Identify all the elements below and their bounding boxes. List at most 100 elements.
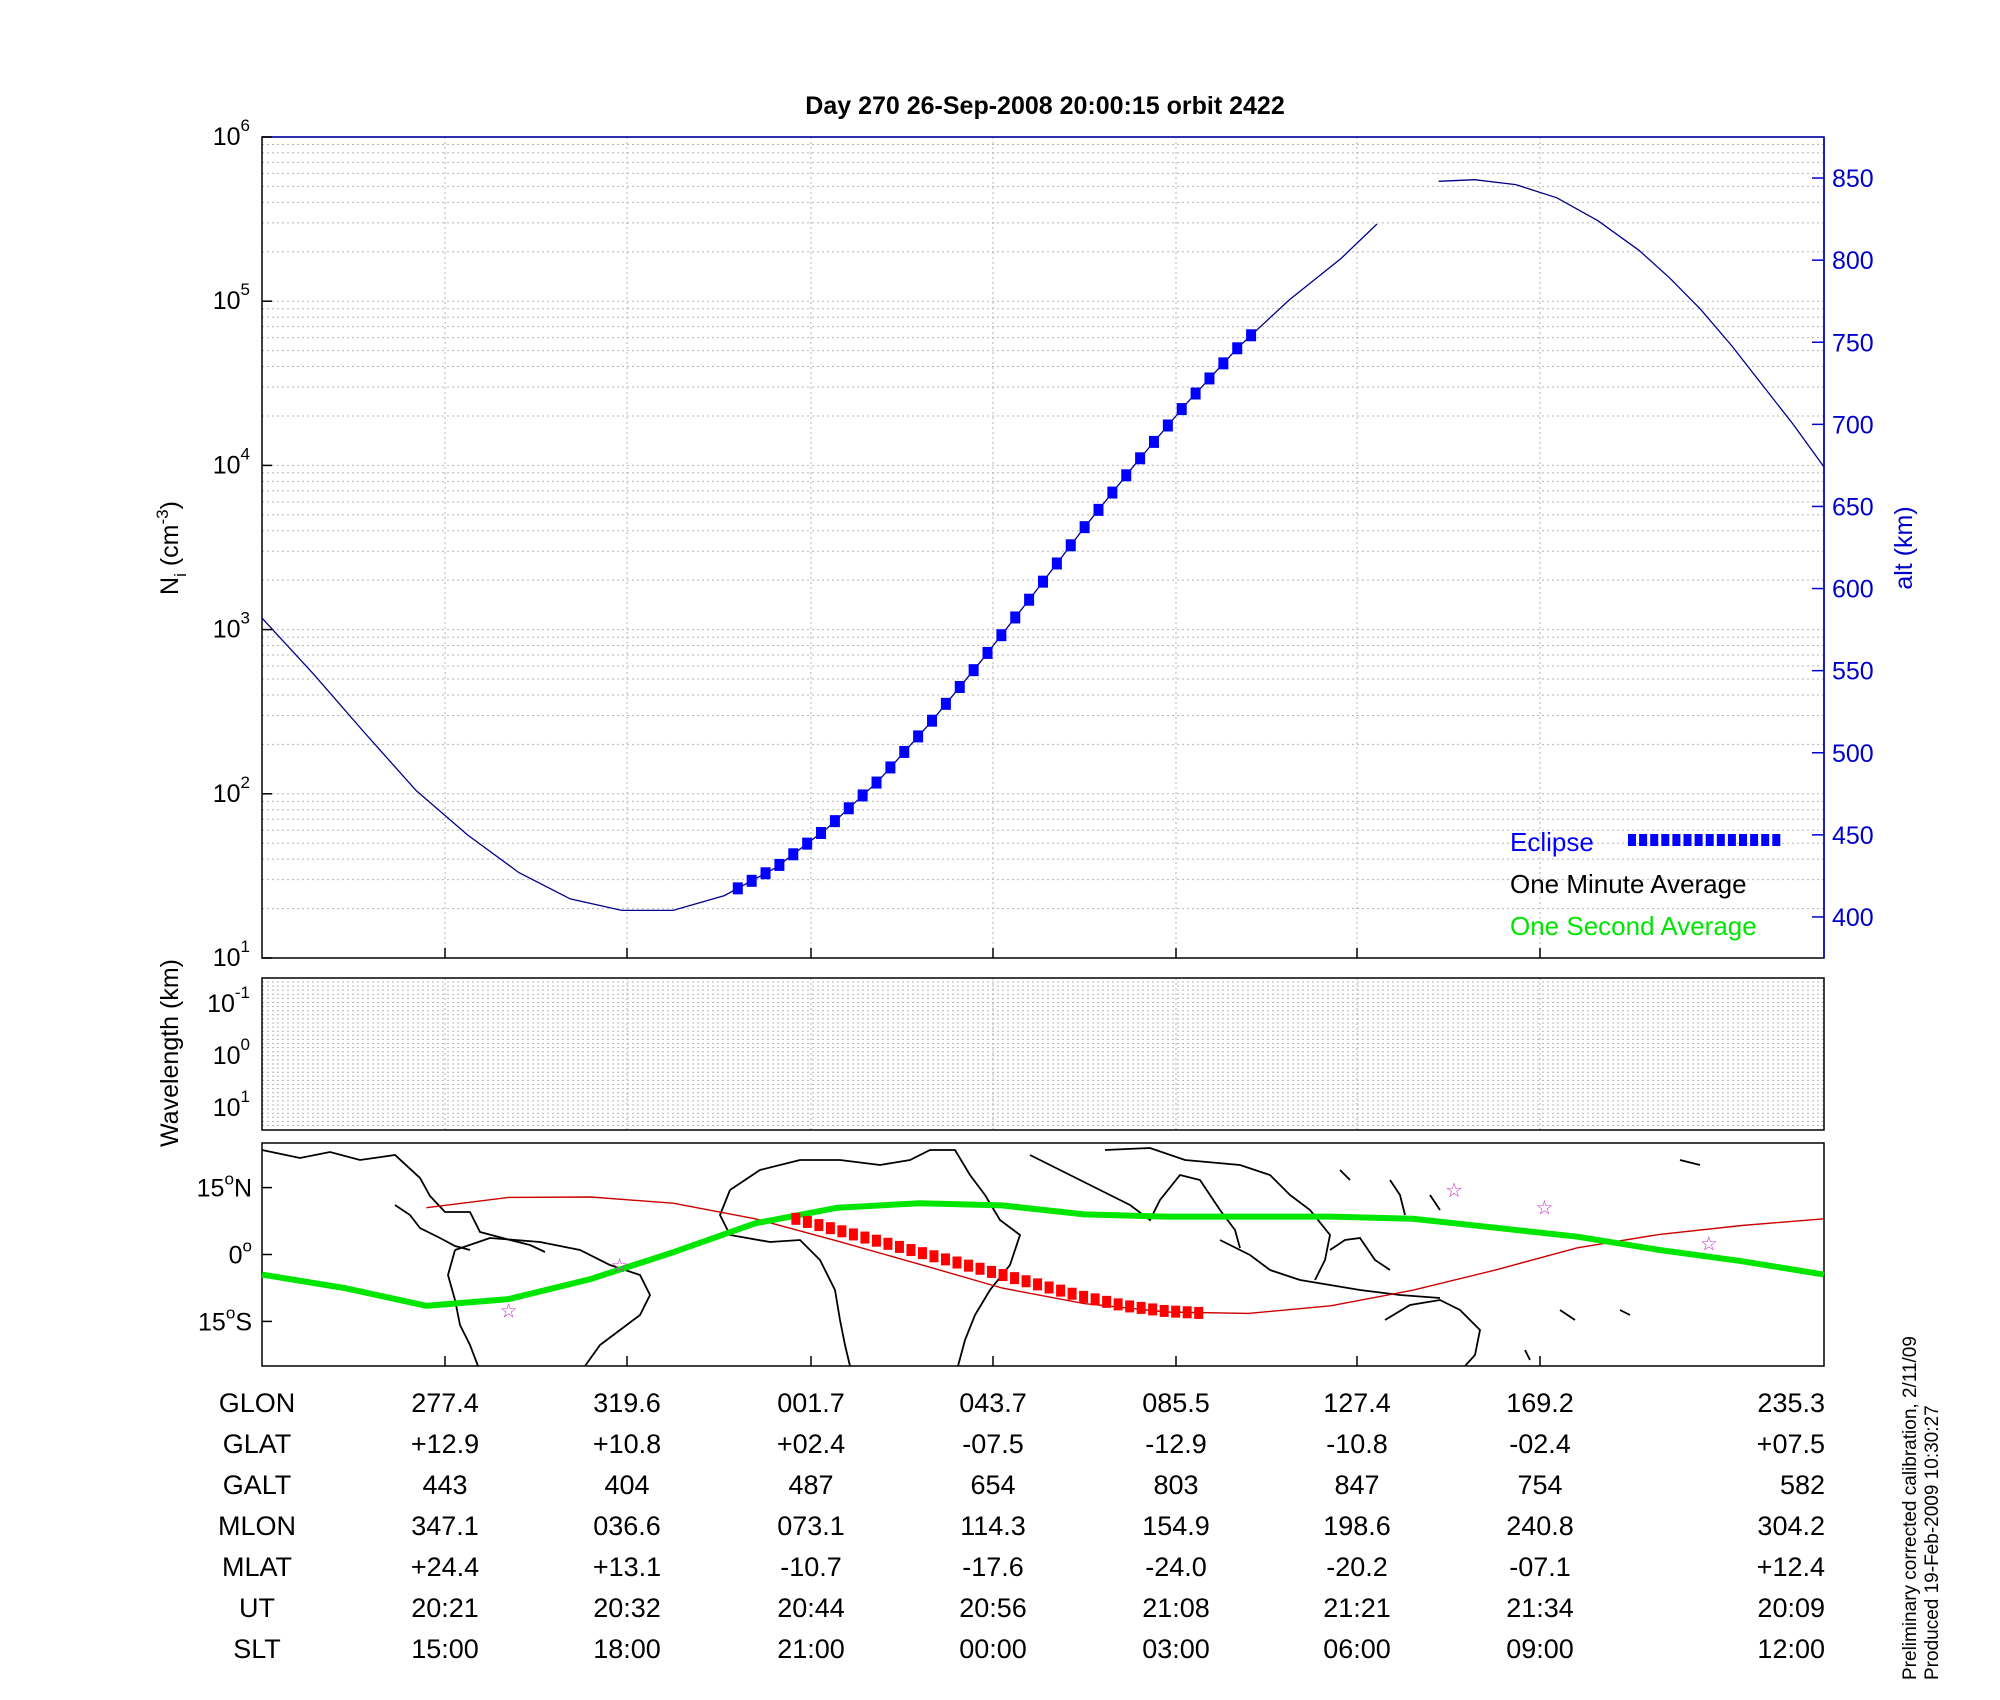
altitude-tick-label: 850 bbox=[1832, 165, 1874, 193]
density-x-ticks bbox=[444, 948, 1541, 958]
eclipse-track-mark bbox=[1102, 1295, 1112, 1308]
table-cell: 036.6 bbox=[593, 1511, 661, 1541]
track-star-icon: ☆ bbox=[1700, 1233, 1718, 1255]
table-cell: 443 bbox=[422, 1470, 467, 1500]
altitude-y-ticks: 400 450 500 550 600 650 700 750 800 850 bbox=[1812, 165, 1874, 932]
eclipse-track-mark bbox=[998, 1269, 1008, 1282]
map-x-ticks bbox=[444, 1356, 1541, 1366]
wavelength-y-tick-label: 101 bbox=[213, 1087, 250, 1122]
legend-eclipse-mark bbox=[1727, 834, 1736, 846]
legend-eclipse-mark bbox=[1761, 834, 1770, 846]
table-cell: 404 bbox=[604, 1470, 649, 1500]
eclipse-mark bbox=[968, 664, 979, 677]
eclipse-track-mark bbox=[1125, 1300, 1135, 1313]
map-y-tick-label: 15oS bbox=[198, 1303, 252, 1336]
density-y-tick-label: 101 bbox=[213, 937, 250, 972]
density-y-label: Ni (cm-3) bbox=[153, 501, 190, 595]
legend-eclipse-mark bbox=[1639, 834, 1648, 846]
table-cell: 487 bbox=[788, 1470, 833, 1500]
legend-eclipse-mark bbox=[1683, 834, 1692, 846]
eclipse-track-mark bbox=[1033, 1278, 1043, 1291]
table-cell: -12.9 bbox=[1145, 1429, 1207, 1459]
legend-eclipse-mark bbox=[1650, 834, 1659, 846]
density-y-tick-label: 104 bbox=[213, 444, 250, 479]
eclipse-mark bbox=[982, 646, 993, 659]
table-cell: 304.2 bbox=[1757, 1511, 1825, 1541]
table-cell: 043.7 bbox=[959, 1388, 1027, 1418]
footnote-produced: Produced 19-Feb-2009 10:30:27 bbox=[1922, 1405, 1943, 1680]
density-y-tick-label: 105 bbox=[213, 280, 250, 315]
table-cell: 277.4 bbox=[411, 1388, 479, 1418]
altitude-tick-label: 650 bbox=[1832, 493, 1874, 521]
table-cell: 073.1 bbox=[777, 1511, 845, 1541]
altitude-tick-label: 400 bbox=[1832, 904, 1874, 932]
table-cell: 12:00 bbox=[1757, 1634, 1825, 1664]
track-star-icon: ☆ bbox=[500, 1300, 518, 1322]
eclipse-track-mark bbox=[871, 1234, 881, 1247]
table-row-label: GALT bbox=[223, 1470, 292, 1500]
eclipse-mark bbox=[1232, 342, 1243, 355]
eclipse-track-mark bbox=[1194, 1306, 1204, 1319]
eclipse-track-mark bbox=[1113, 1298, 1123, 1311]
altitude-line bbox=[261, 223, 1378, 912]
table-cell: 20:21 bbox=[411, 1593, 479, 1623]
table-cell: 001.7 bbox=[777, 1388, 845, 1418]
coast-south-america bbox=[447, 1237, 652, 1367]
eclipse-track-mark bbox=[1090, 1293, 1100, 1306]
eclipse-track-mark bbox=[814, 1219, 824, 1232]
legend-eclipse-mark bbox=[1739, 834, 1747, 846]
wavelength-grid bbox=[262, 978, 1824, 1130]
table-cell: 03:00 bbox=[1142, 1634, 1210, 1664]
table-cell: 20:09 bbox=[1757, 1593, 1825, 1623]
table-cell: 754 bbox=[1517, 1470, 1562, 1500]
eclipse-mark bbox=[1010, 611, 1021, 624]
table-cell: 198.6 bbox=[1323, 1511, 1391, 1541]
eclipse-track-mark bbox=[791, 1212, 801, 1225]
table-cell: 240.8 bbox=[1506, 1511, 1574, 1541]
table-cell: -10.8 bbox=[1326, 1429, 1388, 1459]
eclipse-mark bbox=[829, 815, 840, 828]
eclipse-track-mark bbox=[906, 1244, 916, 1257]
table-cell: 319.6 bbox=[593, 1388, 661, 1418]
eclipse-mark bbox=[774, 858, 785, 871]
eclipse-mark bbox=[899, 745, 910, 758]
table-cell: 21:21 bbox=[1323, 1593, 1391, 1623]
eclipse-mark bbox=[1079, 521, 1090, 534]
eclipse-track-mark bbox=[1056, 1284, 1066, 1297]
eclipse-track-mark bbox=[837, 1225, 847, 1238]
legend-eclipse-mark bbox=[1628, 834, 1636, 846]
eclipse-track-mark bbox=[1136, 1301, 1146, 1314]
eclipse-mark bbox=[857, 789, 868, 802]
density-y-tick-label: 106 bbox=[213, 116, 250, 151]
eclipse-track-mark bbox=[825, 1222, 835, 1235]
density-y-tick-label: 103 bbox=[213, 609, 250, 644]
map-y-ticks: 15oN 0o 15oS bbox=[197, 1170, 272, 1336]
eclipse-mark bbox=[746, 874, 757, 887]
wavelength-panel-frame bbox=[261, 977, 1825, 1131]
table-cell: 06:00 bbox=[1323, 1634, 1391, 1664]
altitude-tick-label: 750 bbox=[1832, 329, 1874, 357]
eclipse-track-mark bbox=[940, 1253, 950, 1266]
altitude-y-label: alt (km) bbox=[1890, 506, 1918, 589]
legend-eclipse-mark bbox=[1716, 834, 1725, 846]
eclipse-mark bbox=[1190, 387, 1201, 400]
eclipse-mark bbox=[1176, 403, 1187, 416]
legend-eclipse-swatch bbox=[1628, 834, 1781, 846]
eclipse-track-mark bbox=[802, 1215, 812, 1228]
table-cell: 21:08 bbox=[1142, 1593, 1210, 1623]
table-cell: 21:00 bbox=[777, 1634, 845, 1664]
table-cell: 20:56 bbox=[959, 1593, 1027, 1623]
table-cell: 127.4 bbox=[1323, 1388, 1391, 1418]
table-row-label: GLAT bbox=[223, 1429, 292, 1459]
orbit-table: GLON 277.4 319.6 001.7 043.7 085.5 127.4 169.2 2… bbox=[218, 1388, 1825, 1664]
table-row-label: GLON bbox=[219, 1388, 296, 1418]
eclipse-mark bbox=[1093, 503, 1104, 516]
eclipse-mark bbox=[1107, 486, 1118, 499]
one-second-average-track bbox=[261, 1200, 1825, 1309]
eclipse-mark bbox=[1218, 357, 1229, 370]
table-cell: 235.3 bbox=[1757, 1388, 1825, 1418]
eclipse-track-mark bbox=[1079, 1290, 1089, 1303]
table-cell: 09:00 bbox=[1506, 1634, 1574, 1664]
eclipse-track-mark bbox=[883, 1237, 893, 1250]
track-star-icon: ☆ bbox=[611, 1256, 629, 1278]
